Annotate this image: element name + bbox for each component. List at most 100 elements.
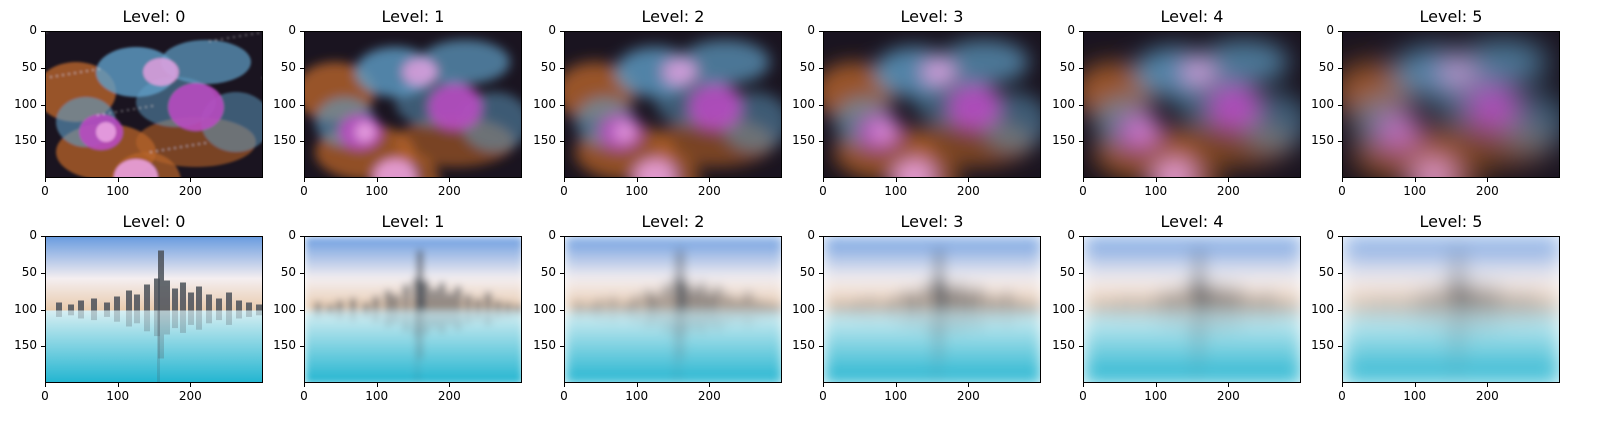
x-tick-label: 0	[300, 389, 308, 403]
x-tick-label: 200	[437, 389, 461, 403]
subplot-title: Level: 5	[1419, 7, 1483, 26]
x-tick-mark	[190, 383, 192, 387]
x-tick-mark	[1487, 383, 1489, 387]
x-tick-mark	[709, 383, 711, 387]
skyline-image	[46, 237, 262, 382]
y-tick-mark	[1079, 31, 1083, 32]
x-tick-label: 100	[884, 389, 908, 403]
x-tick-mark	[190, 178, 192, 182]
y-tick-mark	[819, 309, 823, 311]
y-tick-mark	[560, 141, 564, 143]
y-tick-label: 0	[1326, 23, 1334, 37]
x-tick-mark	[1487, 178, 1489, 182]
y-tick-label: 50	[799, 264, 815, 279]
x-tick-label: 100	[106, 184, 130, 198]
y-tick-mark	[41, 346, 45, 348]
y-tick-mark	[819, 141, 823, 143]
x-tick-label: 200	[1216, 184, 1240, 198]
y-tick-mark	[41, 104, 45, 106]
y-tick-mark	[1338, 67, 1342, 69]
x-tick-mark	[1155, 178, 1157, 182]
x-tick-mark	[895, 178, 897, 182]
x-tick-label: 0	[41, 389, 49, 403]
image-plot-area	[1342, 31, 1560, 178]
x-tick-label: 200	[956, 389, 980, 403]
y-tick-label: 0	[807, 23, 815, 37]
x-tick-label: 100	[106, 389, 130, 403]
y-tick-label: 50	[280, 264, 296, 279]
x-tick-mark	[823, 178, 824, 182]
y-tick-label: 50	[280, 59, 296, 74]
image-plot-area	[1342, 236, 1560, 383]
y-tick-mark	[560, 236, 564, 237]
x-tick-label: 0	[300, 184, 308, 198]
y-tick-mark	[1079, 104, 1083, 106]
y-tick-mark	[41, 236, 45, 237]
y-tick-label: 100	[14, 301, 37, 316]
y-tick-label: 150	[792, 133, 815, 148]
image-plot-area	[564, 236, 782, 383]
x-tick-mark	[1414, 383, 1416, 387]
x-tick-label: 0	[819, 389, 827, 403]
x-tick-label: 200	[1216, 389, 1240, 403]
image-plot-area	[823, 31, 1041, 178]
y-tick-label: 150	[792, 338, 815, 353]
x-tick-mark	[376, 383, 378, 387]
x-tick-mark	[1228, 383, 1230, 387]
x-tick-mark	[45, 178, 46, 182]
y-tick-mark	[1079, 236, 1083, 237]
x-tick-mark	[968, 383, 970, 387]
y-tick-label: 150	[533, 133, 556, 148]
x-tick-label: 100	[365, 389, 389, 403]
y-tick-mark	[1079, 346, 1083, 348]
y-tick-label: 50	[540, 59, 556, 74]
image-plot-area	[1083, 31, 1301, 178]
x-tick-label: 200	[1475, 184, 1499, 198]
subplot-title: Level: 4	[1160, 212, 1224, 231]
subplot-title: Level: 0	[122, 212, 186, 231]
nebula-image	[565, 32, 781, 177]
y-tick-mark	[1079, 141, 1083, 143]
y-tick-mark	[819, 272, 823, 274]
subplot-title: Level: 5	[1419, 212, 1483, 231]
y-tick-mark	[300, 272, 304, 274]
y-tick-mark	[819, 67, 823, 69]
y-tick-label: 150	[14, 133, 37, 148]
x-tick-mark	[117, 178, 119, 182]
x-tick-label: 0	[1338, 184, 1346, 198]
image-plot-area	[304, 31, 522, 178]
y-tick-label: 50	[1059, 264, 1075, 279]
y-tick-label: 100	[533, 301, 556, 316]
skyline-image	[824, 237, 1040, 382]
x-tick-label: 100	[625, 389, 649, 403]
x-tick-mark	[117, 383, 119, 387]
x-tick-label: 200	[178, 389, 202, 403]
y-tick-label: 100	[1052, 96, 1075, 111]
y-tick-mark	[41, 309, 45, 311]
y-tick-mark	[560, 272, 564, 274]
x-tick-mark	[1342, 383, 1343, 387]
subplot-title: Level: 3	[900, 7, 964, 26]
x-tick-mark	[895, 383, 897, 387]
nebula-image	[1343, 32, 1559, 177]
x-tick-mark	[449, 383, 451, 387]
y-tick-label: 150	[273, 133, 296, 148]
y-tick-mark	[1338, 272, 1342, 274]
x-tick-mark	[449, 178, 451, 182]
y-tick-mark	[41, 141, 45, 143]
subplot-title: Level: 1	[381, 7, 445, 26]
nebula-image	[46, 32, 262, 177]
x-tick-mark	[1083, 383, 1084, 387]
subplot-title: Level: 3	[900, 212, 964, 231]
y-tick-label: 150	[14, 338, 37, 353]
x-tick-label: 0	[819, 184, 827, 198]
y-tick-label: 100	[792, 96, 815, 111]
skyline-image	[305, 237, 521, 382]
